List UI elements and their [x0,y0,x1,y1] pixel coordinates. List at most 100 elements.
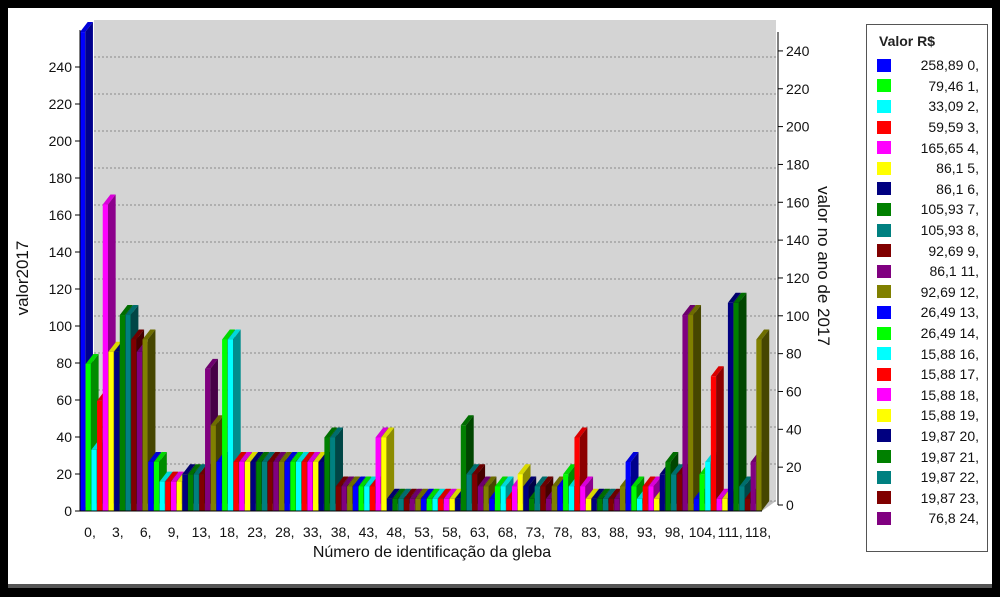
x-tick-label: 48, [386,524,405,540]
bar-top [330,427,343,438]
y2-tick-label: 100 [786,308,810,324]
bar-top [551,476,565,487]
bar-top [375,427,389,438]
bar-front [614,498,620,511]
bar-front [631,486,637,511]
bar-top [671,464,684,475]
bar-front [398,498,404,511]
bar-front [358,486,364,511]
y2-tick-label: 200 [786,119,810,135]
legend-item: 15,88 18, [877,385,987,406]
bar-top [159,471,173,482]
bar-front [585,498,592,511]
y-tick-label: 0 [64,503,72,519]
bar-front [597,498,603,511]
bar-top [438,488,451,499]
bar-front [511,486,518,511]
legend-swatch [877,347,891,361]
bar-top [233,451,247,462]
bar-front [307,461,313,511]
legend-label: 86,1 11, [929,263,979,280]
bar-top [335,476,349,487]
bar-front [114,351,120,511]
bar-front [756,339,762,511]
legend-label: 86,1 5, [936,160,979,177]
bar [381,427,395,511]
bar-front [148,461,154,511]
bar-top [648,476,662,487]
bar-side [693,305,702,511]
bar-front [500,486,506,511]
bar-front [494,486,501,511]
bar-top [449,488,463,499]
bar-front [347,486,353,511]
bar-front [574,437,580,511]
legend-label: 19,87 21, [920,448,979,465]
bar-front [642,486,648,511]
bar-front [244,461,251,511]
bar-front [119,315,126,511]
bar-top [80,22,93,33]
legend-label: 15,88 17, [920,366,979,383]
x-tick-label: 78, [553,524,572,540]
legend-item: 15,88 17, [877,364,987,385]
bar-front [125,315,131,511]
bar-front [528,498,535,511]
bar-front [278,461,285,511]
legend-swatch [877,305,891,319]
x-tick-label: 68, [498,524,517,540]
bar-top [273,451,287,462]
bar-front [330,437,336,511]
legend-swatch [877,161,891,175]
legend-label: 15,88 16, [920,345,979,362]
bar-front [142,339,148,511]
bar-front [295,461,302,511]
bar-top [421,488,434,499]
bar-front [625,461,631,511]
bar-top [631,476,645,487]
legend-label: 15,88 19, [920,407,979,424]
bar-top [165,471,179,482]
legend-swatch [877,202,891,216]
bar-top [460,415,474,426]
y-tick-label: 60 [56,392,72,408]
bar-front [438,498,444,511]
y2-tick-label: 120 [786,270,810,286]
bar-top [324,427,338,438]
y2-tick-label: 220 [786,81,810,97]
bar-front [710,376,717,511]
legend-swatch [877,491,891,505]
legend-item: 79,46 1, [877,76,987,97]
legend-item: 86,1 11, [877,261,987,282]
bar-front [392,498,398,511]
bar-front [739,486,745,511]
bar-front [227,339,233,511]
plot-back-wall [94,20,776,501]
bar-front [523,486,529,511]
legend-label: 92,69 9, [928,242,979,259]
legend-label: 92,69 12, [920,283,979,300]
x-tick-label: 13, [192,524,211,540]
bar-top [733,292,747,303]
bar-front [688,315,694,511]
y-tick-label: 80 [56,355,72,371]
bar-front [335,486,341,511]
y2-tick-label: 40 [786,421,802,437]
bar-front [273,461,279,511]
bar-front [102,204,108,512]
bar [756,329,770,511]
bar-top [267,451,281,462]
legend-swatch [877,511,891,525]
bar-top [284,451,298,462]
bar-front [324,437,330,511]
bar-top [563,464,577,475]
legend-swatch [877,285,891,299]
axes: 0 20 40 60 80 100 120 140 160 180 200 220 240 0 20 40 60… [49,30,810,540]
bar-top [716,488,730,499]
bar-front [557,486,563,511]
bar-front [91,449,97,511]
bar-front [187,474,194,511]
bar-top [125,305,139,316]
bar-top [540,476,554,487]
y2-tick-label: 180 [786,156,810,172]
